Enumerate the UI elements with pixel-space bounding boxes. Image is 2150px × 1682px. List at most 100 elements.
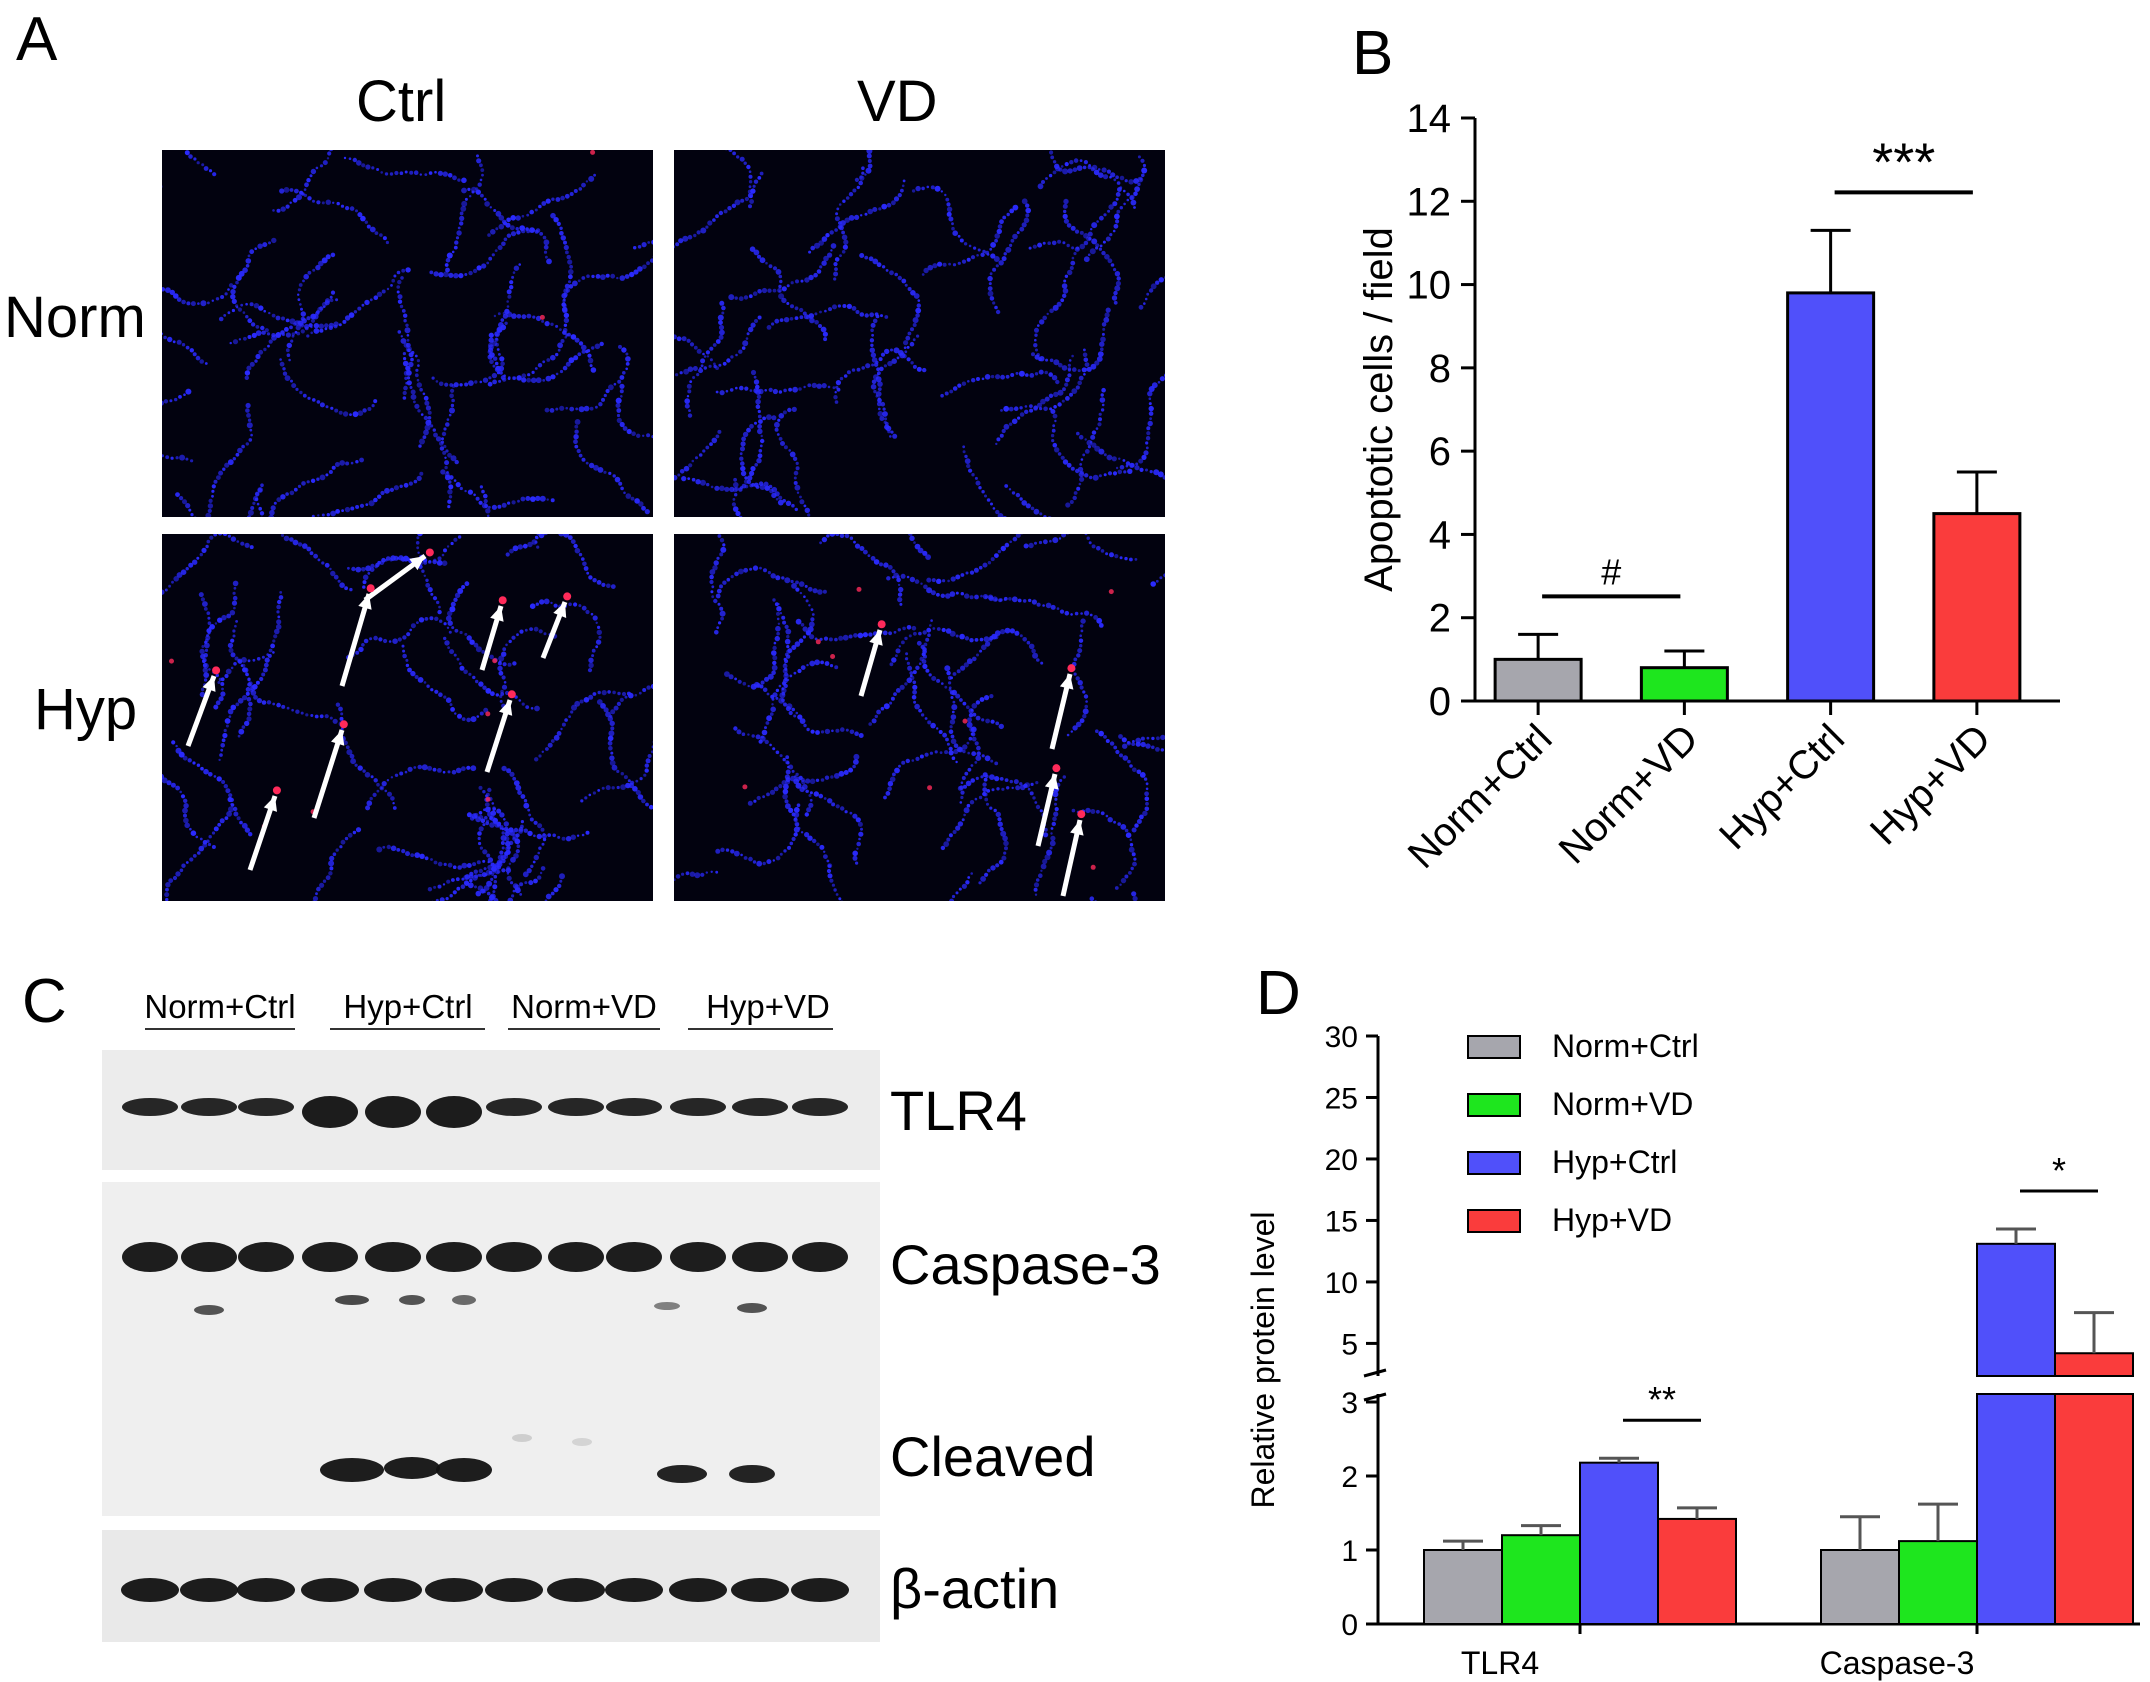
micrograph-hyp-vd-svg (674, 534, 1165, 901)
blot-band (302, 1096, 358, 1128)
blot-band (791, 1578, 849, 1602)
blot-band (181, 1098, 237, 1116)
apoptotic-cell-dot (1108, 589, 1114, 595)
legend-label-hyp-ctrl: Hyp+Ctrl (1552, 1144, 1677, 1180)
blot-band (452, 1295, 476, 1305)
blot-label-tlr4: TLR4 (890, 1079, 1027, 1142)
y-tick-label: 15 (1325, 1205, 1358, 1238)
bar-norm-vd (1639, 666, 1729, 703)
significance-label: # (1601, 551, 1621, 592)
y-tick-label: 1 (1341, 1535, 1358, 1568)
micrograph-norm-ctrl-svg (162, 150, 653, 517)
blot-band (436, 1458, 492, 1482)
panel-letter-a: A (16, 5, 58, 74)
blot-band (547, 1578, 605, 1602)
blot-band (486, 1242, 542, 1272)
blot-band (669, 1578, 727, 1602)
y-tick-label: 2 (1429, 597, 1451, 641)
blot-label-caspase3: Caspase-3 (890, 1233, 1161, 1296)
apoptotic-cell-dot (485, 796, 491, 802)
panel-letter-d: D (1256, 959, 1301, 1028)
blot-caspase3-svg (122, 1242, 848, 1483)
blot-band (425, 1578, 483, 1602)
y-tick-label: 8 (1429, 347, 1451, 391)
blot-band (364, 1578, 422, 1602)
blot-band (384, 1457, 440, 1479)
legend-swatch-norm-vd (1467, 1093, 1521, 1117)
arrow-head (358, 594, 372, 610)
apoptotic-cell-dot (1077, 810, 1086, 819)
micrograph-hyp-ctrl (162, 534, 653, 901)
blot-band (237, 1578, 295, 1602)
bar-hyp-vd (1932, 512, 2022, 703)
y-tick-label: 5 (1341, 1328, 1358, 1361)
y-tick-label: 2 (1341, 1461, 1358, 1494)
y-tick-label: 0 (1341, 1609, 1358, 1642)
bar-norm-vd-caspase-3 (1898, 1540, 1978, 1625)
blot-band (180, 1578, 238, 1602)
blot-band (238, 1242, 294, 1272)
bar-upper-hyp-ctrl-caspase-3 (1976, 1242, 2056, 1377)
x-tick-label-caspase-3: Caspase-3 (1820, 1645, 1975, 1681)
arrow-head (490, 606, 504, 622)
apoptotic-cell-dot (830, 654, 836, 659)
apoptotic-cell-dot (339, 720, 348, 729)
apoptotic-cell-dot (485, 711, 491, 717)
significance-label: * (2052, 1150, 2066, 1191)
apoptotic-cell-dot (815, 639, 821, 645)
row-label-hyp: Hyp (34, 677, 138, 742)
blot-band (365, 1242, 421, 1272)
blot-band (548, 1098, 604, 1116)
apoptotic-cell-dot (212, 666, 221, 675)
blot-label-cleaved: Cleaved (890, 1425, 1096, 1488)
arrow-shaft (339, 593, 372, 687)
bar-hyp-vd-tlr4 (1657, 1517, 1737, 1626)
arrow-head (331, 730, 345, 746)
blot-band (548, 1242, 604, 1272)
y-tick-label: 4 (1429, 513, 1451, 557)
blot-band (365, 1096, 421, 1128)
column-label-ctrl: Ctrl (356, 69, 447, 134)
bar-hyp-ctrl-tlr4 (1579, 1461, 1659, 1625)
row-label-norm: Norm (4, 285, 146, 350)
bar-hyp-ctrl (1786, 291, 1876, 703)
apoptotic-cell-dot (742, 784, 748, 790)
axis-break-mark (1363, 1368, 1387, 1378)
apoptotic-cell-dot (590, 150, 596, 155)
apoptotic-cell-dot (962, 718, 968, 724)
y-tick-label: 0 (1429, 680, 1451, 724)
nuclei-texture (674, 534, 1165, 901)
apoptotic-cell-dot (366, 584, 375, 593)
apoptotic-cell-dot (425, 548, 434, 557)
micrograph-hyp-ctrl-svg (162, 534, 653, 901)
lane-group-label-hyp-vd: Hyp+VD (706, 988, 830, 1025)
blot-tlr4-svg (122, 1096, 848, 1128)
lane-group-line-hyp-vd (688, 1028, 833, 1030)
blot-band (572, 1438, 592, 1446)
arrow-head (409, 556, 425, 571)
bar-norm-ctrl-caspase-3 (1820, 1549, 1900, 1625)
blot-band (670, 1098, 726, 1116)
blot-band (181, 1242, 237, 1272)
lane-group-line-norm-vd (508, 1028, 660, 1030)
blot-band (606, 1242, 662, 1272)
y-tick-label: 20 (1325, 1144, 1358, 1177)
column-label-vd: VD (857, 69, 938, 134)
apoptotic-cell-dot (272, 786, 281, 795)
apoptotic-cell-dot (1067, 664, 1076, 673)
bar-norm-vd-tlr4 (1501, 1534, 1581, 1626)
significance-label: ** (1648, 1379, 1676, 1420)
blot-band (792, 1098, 848, 1116)
arrow-head (869, 630, 883, 646)
arrow-head (202, 676, 216, 692)
blot-band (238, 1098, 294, 1116)
x-tick-label-hyp-ctrl: Hyp+Ctrl (1711, 716, 1853, 858)
blot-band (732, 1242, 788, 1272)
blot-band (426, 1096, 482, 1128)
blot-band (737, 1303, 767, 1313)
blot-band (512, 1434, 532, 1442)
blot-band (320, 1458, 384, 1482)
bar-lower-hyp-vd-caspase-3 (2054, 1393, 2134, 1625)
y-axis-label: Apoptotic cells / field (1357, 227, 1401, 592)
blot-band (670, 1242, 726, 1272)
